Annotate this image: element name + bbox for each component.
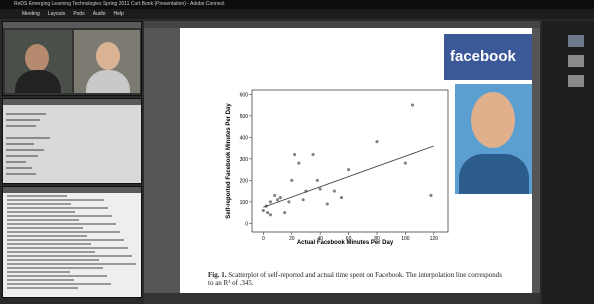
- scatter-point: [312, 153, 315, 156]
- scatter-point: [430, 194, 433, 197]
- x-tick-label: 40: [317, 236, 323, 242]
- screen: ReDS Emerging Learning Technologies Spri…: [0, 0, 594, 304]
- scatter-point: [276, 198, 279, 201]
- scatter-point: [262, 209, 265, 212]
- scatter-point: [302, 198, 305, 201]
- y-axis-label: Self-reported Facebook Minutes Per Day: [226, 103, 232, 219]
- scatter-point: [347, 168, 350, 171]
- scatter-point: [290, 179, 293, 182]
- scatter-point: [288, 200, 291, 203]
- scatter-point: [273, 194, 276, 197]
- x-tick-label: 20: [289, 236, 295, 242]
- scatter-point: [266, 211, 269, 214]
- scatter-point: [411, 104, 414, 107]
- scatter-point: [269, 213, 272, 216]
- scatter-point: [279, 196, 282, 199]
- scatter-point: [376, 140, 379, 143]
- scatter-point: [316, 179, 319, 182]
- scatter-point: [269, 200, 272, 203]
- scatter-point: [404, 162, 407, 165]
- scatter-point: [340, 196, 343, 199]
- x-tick-label: 80: [374, 236, 380, 242]
- scatter-point: [333, 190, 336, 193]
- y-tick-label: 100: [240, 200, 249, 206]
- y-tick-label: 600: [240, 92, 249, 98]
- scatter-point: [297, 162, 300, 165]
- scatter-point: [326, 203, 329, 206]
- y-tick-label: 500: [240, 114, 249, 120]
- trend-line: [263, 146, 433, 207]
- y-tick-label: 200: [240, 178, 249, 184]
- x-tick-label: 0: [262, 236, 265, 242]
- y-tick-label: 400: [240, 135, 249, 141]
- scatter-chart: Actual Facebook Minutes Per Day Self-rep…: [0, 0, 594, 304]
- x-tick-label: 60: [346, 236, 352, 242]
- y-tick-label: 0: [245, 221, 248, 227]
- y-tick-label: 300: [240, 157, 249, 163]
- scatter-point: [293, 153, 296, 156]
- x-tick-label: 120: [430, 236, 439, 242]
- scatter-point: [319, 188, 322, 191]
- x-tick-label: 100: [401, 236, 410, 242]
- plot-frame: [252, 90, 448, 232]
- scatter-point: [283, 211, 286, 214]
